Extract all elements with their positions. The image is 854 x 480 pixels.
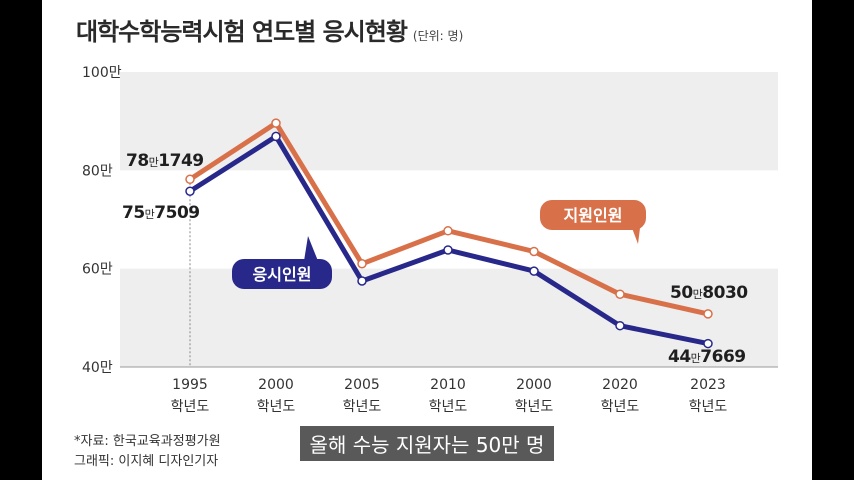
data-point xyxy=(357,276,367,286)
y-tick-label: 80만 xyxy=(82,163,113,179)
data-point xyxy=(615,320,625,331)
data-label: 50만8030 xyxy=(670,283,748,303)
source-text: *자료: 한국교육과정평가원 xyxy=(74,434,221,449)
x-tick-label: 2000 학년도 xyxy=(257,377,296,415)
grid-band xyxy=(120,72,778,171)
data-point xyxy=(443,245,453,255)
x-tick-label: 1995 학년도 xyxy=(171,377,210,415)
credit-text: 그래픽: 이지혜 디자인기자 xyxy=(74,454,219,469)
x-tick-label: 2020 학년도 xyxy=(601,377,640,415)
callout-label: 지원인원 xyxy=(564,206,623,225)
data-point xyxy=(271,131,281,142)
data-label: 78만1749 xyxy=(126,151,204,171)
callout-label: 응시인원 xyxy=(253,265,312,284)
data-label: 75만7509 xyxy=(122,203,200,223)
x-tick-label: 2010 학년도 xyxy=(429,377,468,415)
unit-note: (단위: 명) xyxy=(412,29,464,43)
y-tick-label: 40만 xyxy=(82,360,113,376)
data-point xyxy=(271,118,281,128)
y-tick-label: 100만 xyxy=(82,65,122,81)
x-tick-label: 2005 학년도 xyxy=(343,377,382,415)
data-point xyxy=(185,174,195,185)
data-point xyxy=(357,259,367,269)
data-point xyxy=(529,246,539,257)
callout-bubble xyxy=(540,200,646,230)
x-tick-label: 2000 학년도 xyxy=(515,377,554,415)
data-point xyxy=(185,186,195,196)
data-point xyxy=(703,309,713,319)
callout-tail xyxy=(632,228,640,244)
data-label: 44만7669 xyxy=(668,347,746,367)
data-point xyxy=(703,338,713,349)
y-tick-label: 60만 xyxy=(82,262,113,278)
callout-bubble xyxy=(232,259,332,289)
data-point xyxy=(529,266,539,276)
grid-band xyxy=(120,268,778,367)
chart-title: 대학수학능력시험 연도별 응시현황 (단위: 명) xyxy=(76,18,464,46)
data-point xyxy=(615,289,625,299)
callout-tail xyxy=(304,236,318,261)
data-point xyxy=(443,226,453,236)
source-block: *자료: 한국교육과정평가원 그래픽: 이지혜 디자인기자 xyxy=(74,432,221,472)
infographic-frame: 대학수학능력시험 연도별 응시현황 (단위: 명) 40만 60만 80만 100만 19… xyxy=(42,0,812,480)
line-chart: 40만 60만 80만 100만 1995 학년도 2000 학년도 2005 학년도 2010 학년… xyxy=(82,65,778,415)
x-tick-label: 2023 학년도 xyxy=(689,377,728,415)
